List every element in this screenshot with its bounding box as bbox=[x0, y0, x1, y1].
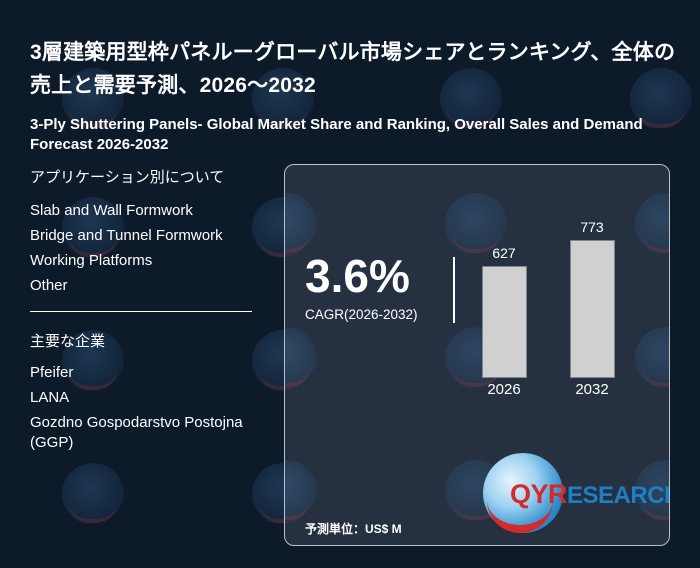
bar-category-2032: 2032 bbox=[575, 381, 609, 398]
companies-heading: 主要な企業 bbox=[30, 333, 106, 350]
company-item: Pfeifer bbox=[30, 364, 74, 381]
bar-category-2026: 2026 bbox=[487, 381, 521, 398]
page-title-jp: 3層建築用型枠パネルーグローバル市場シェアとランキング、全体の売上と需要予測、2… bbox=[30, 41, 676, 97]
watermark-logo bbox=[62, 463, 124, 525]
info-panel: アプリケーション別について Slab and Wall Formwork Bri… bbox=[30, 168, 252, 453]
application-item: Working Platforms bbox=[30, 252, 153, 269]
bar-2032 bbox=[570, 240, 615, 378]
applications-section: アプリケーション別について Slab and Wall Formwork Bri… bbox=[30, 168, 252, 298]
application-item: Bridge and Tunnel Formwork bbox=[30, 227, 223, 244]
cagr-divider bbox=[453, 257, 455, 323]
section-divider bbox=[30, 311, 252, 312]
bar-value-2032: 773 bbox=[580, 219, 604, 235]
watermark-logo bbox=[285, 327, 317, 389]
logo-text: QYRESEARCH bbox=[510, 479, 670, 510]
watermark-logo bbox=[635, 327, 669, 389]
logo-research: ESEARCH bbox=[567, 482, 670, 509]
logo-qyr: QYR bbox=[510, 479, 568, 509]
bar-2026 bbox=[482, 266, 527, 378]
qyresearch-logo: QYRESEARCH bbox=[483, 453, 670, 537]
bar-value-2026: 627 bbox=[492, 245, 516, 261]
applications-heading: アプリケーション別について bbox=[30, 169, 225, 186]
cagr-value: 3.6% bbox=[305, 250, 410, 302]
company-item: Gozdno Gospodarstvo Postojna (GGP) bbox=[30, 414, 243, 451]
forecast-card: 3.6% CAGR(2026-2032) 627 2026 773 2032 予… bbox=[284, 164, 670, 546]
companies-section: 主要な企業 Pfeifer LANA Gozdno Gospodarstvo P… bbox=[30, 332, 252, 453]
company-item: LANA bbox=[30, 389, 70, 406]
application-item: Slab and Wall Formwork bbox=[30, 202, 193, 219]
application-item: Other bbox=[30, 277, 68, 294]
globe-arc-icon bbox=[487, 497, 553, 533]
watermark-logo bbox=[635, 193, 669, 255]
unit-label: 予測単位：US$ M bbox=[305, 522, 402, 536]
watermark-logo bbox=[285, 193, 317, 255]
watermark-logo bbox=[285, 460, 317, 522]
page-title-en: 3-Ply Shuttering Panels- Global Market S… bbox=[30, 116, 643, 153]
cagr-label: CAGR(2026-2032) bbox=[305, 307, 418, 322]
